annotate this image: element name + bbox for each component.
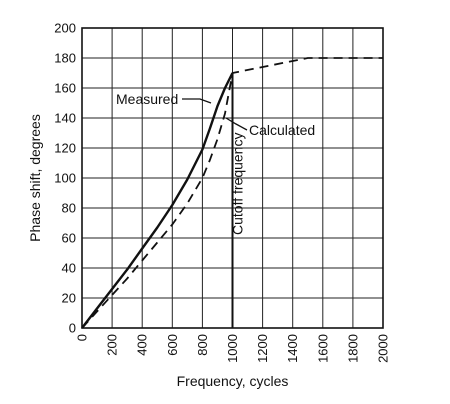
y-tick-label: 0 bbox=[69, 321, 76, 336]
x-tick-label: 600 bbox=[165, 334, 180, 356]
y-tick-label: 100 bbox=[54, 171, 76, 186]
y-tick-label: 80 bbox=[62, 201, 76, 216]
measured-label: Measured bbox=[116, 91, 178, 107]
x-tick-labels: 0 200 400 600 800 1000 1200 1400 1600 1800 2000 bbox=[75, 334, 391, 363]
calculated-label: Calculated bbox=[249, 122, 315, 138]
series-line-measured bbox=[81, 72, 234, 329]
x-tick-label: 1400 bbox=[285, 334, 300, 363]
series-line-calculated bbox=[81, 57, 383, 329]
x-tick-label: 800 bbox=[195, 334, 210, 356]
cutoff-marker: Cutoff frequency bbox=[230, 73, 246, 328]
y-tick-label: 180 bbox=[54, 51, 76, 66]
series-lines bbox=[81, 57, 383, 329]
x-axis-title: Frequency, cycles bbox=[177, 373, 289, 389]
x-tick-label: 200 bbox=[105, 334, 120, 356]
y-tick-label: 140 bbox=[54, 111, 76, 126]
y-tick-label: 120 bbox=[54, 141, 76, 156]
y-tick-label: 60 bbox=[62, 231, 76, 246]
y-tick-labels: 0 20 40 60 80 100 120 140 160 180 200 bbox=[54, 21, 76, 336]
x-tick-label: 0 bbox=[75, 334, 90, 341]
x-tick-label: 1800 bbox=[345, 334, 360, 363]
x-tick-label: 400 bbox=[135, 334, 150, 356]
x-tick-label: 1000 bbox=[225, 334, 240, 363]
annotations: Measured Calculated bbox=[116, 91, 315, 138]
calculated-leader bbox=[225, 117, 248, 131]
x-tick-label: 1600 bbox=[315, 334, 330, 363]
y-axis-title: Phase shift, degrees bbox=[27, 114, 43, 242]
x-tick-label: 2000 bbox=[376, 334, 391, 363]
y-tick-label: 200 bbox=[54, 21, 76, 36]
cutoff-label: Cutoff frequency bbox=[230, 133, 246, 235]
y-tick-label: 20 bbox=[62, 291, 76, 306]
x-tick-label: 1200 bbox=[255, 334, 270, 363]
y-tick-label: 160 bbox=[54, 81, 76, 96]
y-tick-label: 40 bbox=[62, 261, 76, 276]
measured-leader bbox=[182, 98, 212, 104]
